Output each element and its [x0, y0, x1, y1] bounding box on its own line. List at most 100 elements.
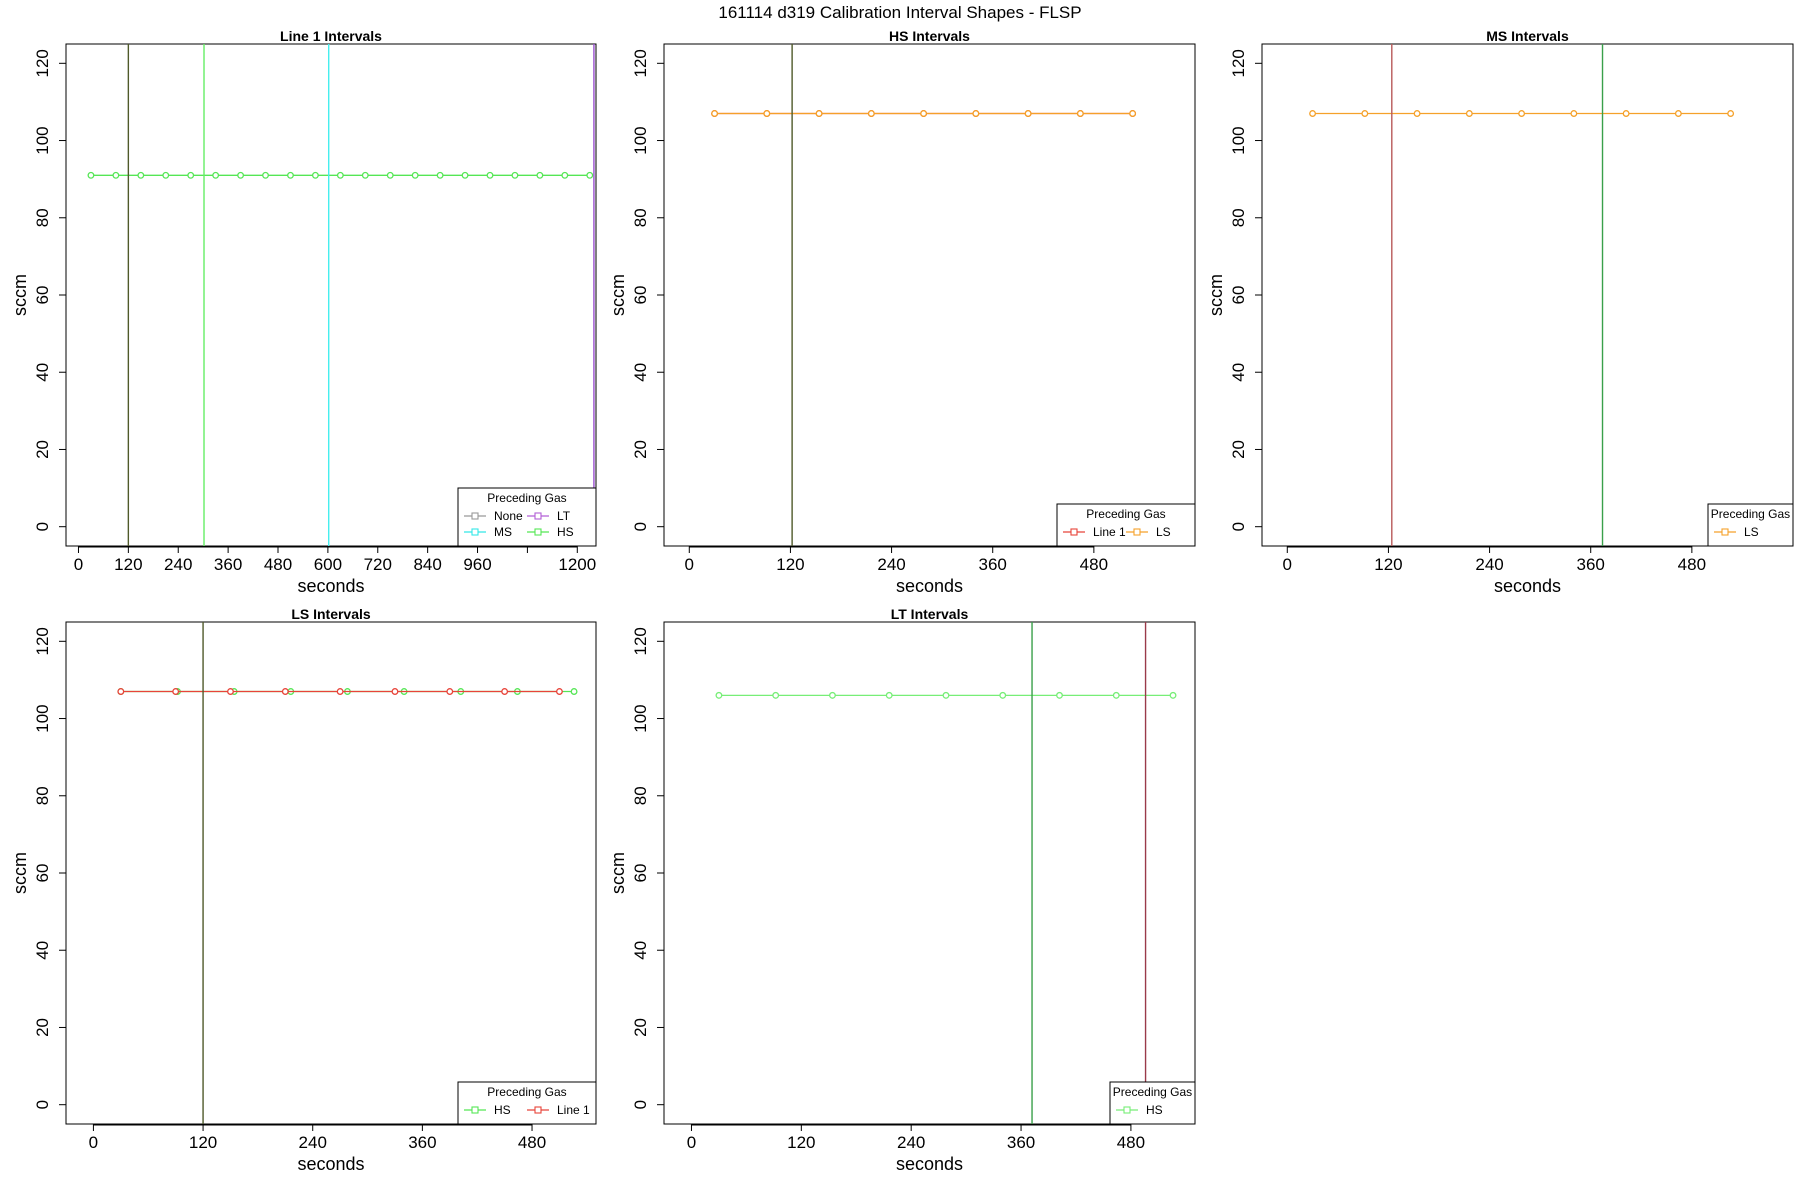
x-axis-label: seconds [297, 1154, 364, 1174]
x-axis-label: seconds [896, 576, 963, 596]
data-point [829, 691, 836, 699]
x-tick-label: 240 [299, 1133, 327, 1152]
legend: Preceding Gas None LT MS HS [457, 487, 597, 547]
data-point [237, 171, 245, 179]
y-axis-label: sccm [608, 274, 628, 316]
x-tick-label: 480 [518, 1133, 546, 1152]
legend: Preceding Gas HS Line 1 [457, 1081, 597, 1125]
data-point [486, 171, 494, 179]
plot-frame [663, 43, 1196, 547]
plot-frame [1261, 43, 1794, 547]
panel-title: MS Intervals [1486, 28, 1569, 44]
data-point [763, 110, 771, 117]
y-tick-label: 20 [33, 440, 52, 459]
y-tick-label: 120 [631, 49, 650, 77]
x-tick-label: 360 [214, 555, 242, 574]
data-point [586, 171, 594, 179]
data-point [1169, 691, 1177, 699]
data-point [262, 171, 269, 179]
x-axis-label: seconds [896, 1154, 963, 1174]
y-tick-label: 60 [33, 286, 52, 305]
legend-label: LT [557, 509, 571, 523]
y-tick-label: 120 [33, 49, 52, 77]
legend-marker-swatch [1070, 528, 1078, 536]
y-axis-label: sccm [10, 852, 30, 894]
legend-marker-swatch [1721, 528, 1729, 536]
y-tick-label: 100 [33, 704, 52, 732]
data-point [1024, 110, 1032, 117]
x-tick-label: 600 [314, 555, 342, 574]
x-tick-label: 120 [114, 555, 142, 574]
series-line-1 [117, 688, 563, 695]
x-tick-label: 840 [413, 555, 441, 574]
legend-entry-line-1: Line 1 [527, 1103, 590, 1117]
legend-entry-ls: LS [1714, 525, 1759, 539]
data-point [411, 171, 419, 179]
panel-ls-intervals: LS Intervals 0 120 240 360 480 seconds 0 20 40 60 8… [10, 606, 597, 1174]
data-point [436, 171, 444, 179]
y-tick-label: 80 [631, 786, 650, 805]
x-tick-label: 120 [189, 1133, 217, 1152]
legend-box [1056, 503, 1196, 547]
data-point [117, 688, 125, 695]
y-tick-label: 120 [1229, 49, 1248, 77]
x-tick-label: 360 [408, 1133, 436, 1152]
x-tick-label: 120 [787, 1133, 815, 1152]
data-point [386, 171, 394, 179]
y-tick-label: 0 [1229, 522, 1248, 531]
data-point [112, 171, 120, 179]
x-tick-label: 480 [264, 555, 292, 574]
y-tick-label: 40 [33, 363, 52, 382]
y-axis-label: sccm [1206, 274, 1226, 316]
x-tick-label: 360 [979, 555, 1007, 574]
legend-title: Preceding Gas [487, 491, 566, 505]
data-point [446, 688, 454, 695]
series-ls [711, 110, 1137, 117]
data-point [162, 171, 170, 179]
x-tick-label: 1200 [558, 555, 596, 574]
legend-marker-swatch [534, 512, 542, 520]
series-ls [1309, 110, 1735, 117]
y-tick-label: 120 [631, 627, 650, 655]
y-tick-label: 20 [631, 1018, 650, 1037]
data-point [711, 110, 719, 117]
legend-box [457, 1081, 597, 1125]
y-tick-label: 60 [1229, 286, 1248, 305]
legend-entry-hs: HS [464, 1103, 511, 1117]
legend-entry-ls: LS [1126, 525, 1171, 539]
data-point [1570, 110, 1578, 117]
data-point [772, 691, 780, 699]
legend-marker-swatch [471, 512, 479, 520]
x-tick-label: 0 [1283, 555, 1292, 574]
legend-entry-none: None [464, 509, 523, 523]
x-tick-label: 360 [1577, 555, 1605, 574]
legend-box [1707, 503, 1794, 547]
data-point [1674, 110, 1682, 117]
data-point [361, 171, 369, 179]
legend-entry-lt: LT [527, 509, 571, 523]
legend-marker-swatch [1133, 528, 1141, 536]
x-tick-label: 240 [877, 555, 905, 574]
y-axis-label: sccm [608, 852, 628, 894]
y-tick-label: 100 [631, 126, 650, 154]
legend-label: LS [1744, 525, 1759, 539]
y-tick-label: 40 [631, 363, 650, 382]
x-tick-label: 480 [1117, 1133, 1145, 1152]
data-point [1112, 691, 1120, 699]
x-tick-label: 240 [164, 555, 192, 574]
legend: Preceding Gas HS [1109, 1081, 1196, 1125]
x-axis-label: seconds [1494, 576, 1561, 596]
y-tick-label: 80 [33, 786, 52, 805]
panel-title: LS Intervals [291, 606, 371, 622]
legend-label: HS [494, 1103, 511, 1117]
legend-label: None [494, 509, 523, 523]
y-tick-label: 0 [33, 522, 52, 531]
legend: Preceding Gas Line 1 LS [1056, 503, 1196, 547]
data-point [1727, 110, 1735, 117]
data-point [1129, 110, 1137, 117]
data-point [1622, 110, 1630, 117]
legend-label: HS [557, 525, 574, 539]
data-point [920, 110, 928, 117]
legend-title: Preceding Gas [1711, 507, 1790, 521]
legend-box [457, 487, 597, 547]
